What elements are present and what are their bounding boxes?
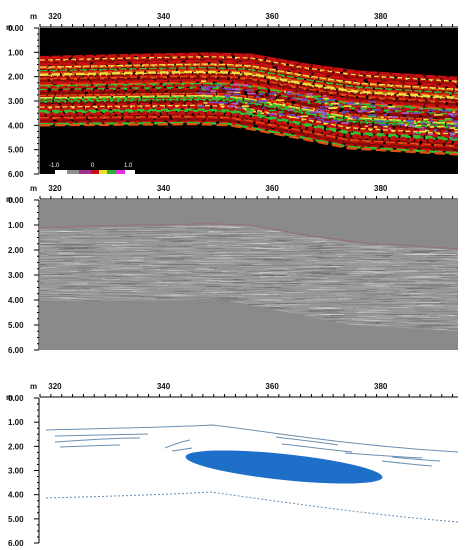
y-tick-label: 2.00	[8, 442, 24, 451]
y-tick-label: 0.00	[8, 196, 24, 205]
colorbar-max-label: 1.0	[124, 163, 133, 169]
y-tick-label: 4.00	[8, 121, 24, 130]
layer-line	[281, 443, 353, 453]
y-tick-label: 3.00	[8, 97, 24, 106]
interpretation-lens	[185, 450, 383, 484]
attribute-colorbar: -1.0 0 1.0	[49, 163, 135, 174]
y-tick-label: 2.00	[8, 246, 24, 255]
x-tick-label: 340	[157, 382, 171, 391]
x-tick-label: 340	[157, 12, 171, 21]
colorbar-seg	[99, 170, 107, 174]
y-tick-label: 5.00	[8, 321, 24, 330]
x-tick-label: 340	[157, 184, 171, 193]
x-tick-label: 380	[374, 12, 388, 21]
y-tick-label: 0.00	[8, 24, 24, 33]
attribute-band	[40, 52, 458, 156]
colorbar-seg	[107, 170, 115, 174]
y-axis-unit: m	[6, 393, 13, 402]
colorbar-seg	[79, 170, 91, 174]
colorbar-seg	[55, 170, 67, 174]
layer-line	[391, 456, 441, 462]
panel-interpretation-axes: 320 340 360 380mm0.001.002.003.004.005.006.…	[6, 382, 458, 548]
layer-line	[59, 444, 121, 448]
ground-surface-line	[45, 424, 459, 453]
layer-line	[54, 437, 141, 443]
layer-line	[164, 439, 191, 449]
y-tick-label: 6.00	[8, 170, 24, 179]
panel-attribute-axes: 320 340 360 380mm0.001.002.003.004.005.006.…	[6, 12, 458, 179]
x-tick-label: 320	[48, 12, 62, 21]
layer-line	[54, 433, 149, 437]
x-tick-label: 360	[265, 382, 279, 391]
x-tick-label: 380	[374, 382, 388, 391]
x-axis-unit: m	[30, 184, 37, 193]
y-tick-label: 4.00	[8, 296, 24, 305]
y-tick-label: 3.00	[8, 467, 24, 476]
y-axis-unit: m	[6, 23, 13, 32]
colorbar-min-label: -1.0	[49, 163, 60, 169]
y-tick-label: 6.00	[8, 539, 24, 548]
y-tick-label: 2.00	[8, 73, 24, 82]
y-tick-label: 5.00	[8, 515, 24, 524]
x-tick-label: 360	[265, 184, 279, 193]
y-tick-label: 1.00	[8, 48, 24, 57]
base-dashed-line	[45, 491, 459, 523]
y-axis-unit: m	[6, 195, 13, 204]
x-axis-unit: m	[30, 12, 37, 21]
y-tick-label: 3.00	[8, 271, 24, 280]
layer-line	[381, 460, 433, 467]
panel-attribute: -1.0 0 1.0 320 340 360 380mm0.001.002.003.0…	[6, 12, 458, 179]
layer-line	[344, 452, 423, 459]
panel-interpretation: 320 340 360 380mm0.001.002.003.004.005.006.…	[6, 382, 459, 548]
y-tick-label: 4.00	[8, 491, 24, 500]
interpretation-lines	[45, 424, 459, 523]
colorbar-seg	[67, 170, 79, 174]
x-tick-label: 320	[48, 184, 62, 193]
y-tick-label: 5.00	[8, 146, 24, 155]
x-tick-label: 320	[48, 382, 62, 391]
layer-line	[275, 436, 339, 446]
y-tick-label: 1.00	[8, 221, 24, 230]
y-tick-label: 6.00	[8, 346, 24, 355]
colorbar-seg	[125, 170, 135, 174]
x-tick-label: 360	[265, 12, 279, 21]
colorbar-seg	[91, 170, 99, 174]
panel-gpr-axes: 320 340 360 380mm0.001.002.003.004.005.006.…	[6, 184, 458, 355]
colorbar-mid-label: 0	[91, 163, 95, 169]
x-axis-unit: m	[30, 382, 37, 391]
y-tick-label: 1.00	[8, 418, 24, 427]
y-tick-label: 0.00	[8, 394, 24, 403]
colorbar-seg	[115, 170, 125, 174]
panel-gpr: 320 340 360 380mm0.001.002.003.004.005.006.…	[6, 184, 458, 355]
x-tick-label: 380	[374, 184, 388, 193]
layer-line	[171, 447, 193, 452]
